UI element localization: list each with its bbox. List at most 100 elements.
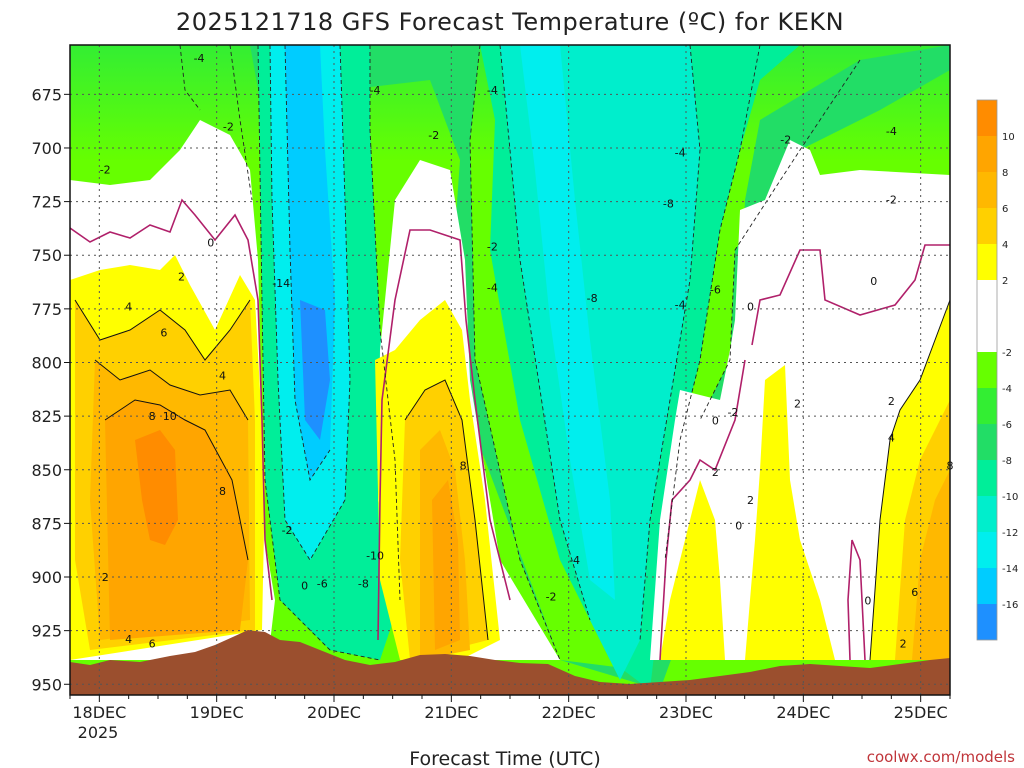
colorbar-band [977,208,997,244]
colorbar-band [977,496,997,532]
y-axis: 675 700 725 750 775 800 825 850 875 900 925 950 [31,85,70,694]
x-tick-label: 19DEC [190,703,244,722]
contour-label: -4 [675,299,686,312]
contour-label: 4 [888,432,895,445]
cold-contour-2 [269,45,346,561]
x-tick-label: 25DEC [894,703,948,722]
warm-contour-left-c [104,399,249,561]
contour-label: -2 [727,406,738,419]
colorbar-tick-label: 8 [1002,168,1008,179]
x-tick-label: 21DEC [424,703,478,722]
contour-label: 8 [149,410,156,423]
warm-region-right-6 [912,470,950,660]
warm-contour-mid [404,379,489,641]
colorbar-tick-label: -12 [1002,528,1018,539]
warm-contour-left-b [94,359,249,421]
warm-region-left-10 [135,430,178,545]
colorbar-band [977,352,997,388]
contour-label: -2 [886,193,897,206]
cold-contour-9 [664,45,761,561]
y-tick-label: 775 [31,300,62,319]
colorbar-tick-label: -10 [1002,492,1018,503]
contour-label: -14 [272,277,290,290]
x-axis: 18DEC 19DEC 20DEC 21DEC 22DEC 23DEC 24DEC 25DEC [69,695,951,722]
x-tick-label: 18DEC [72,703,126,722]
cold-contour-12 [179,45,201,111]
colorbar-band [977,568,997,604]
x-tick-label: 20DEC [307,703,361,722]
contour-label: -6 [317,577,328,590]
colorbar-tick-label: -16 [1002,600,1018,611]
cold-contour-1 [257,45,381,661]
colorbar-frame [976,99,998,641]
colorbar-tick-label: 10 [1002,132,1015,143]
zero-contour-right-3 [847,539,866,661]
warm-region-right-1 [660,480,725,660]
zero-contour-right-2 [751,244,950,346]
contour-label: 0 [207,236,214,249]
contour-label: -8 [587,292,598,305]
contour-label: -6 [710,284,721,297]
contour-label: -4 [487,281,498,294]
contour-labels: -4-4 -4-2-2-2-2-4-4-8 -202-2-14 -4-8 -4-6004… [100,52,954,651]
colorbar-tick-label: -2 [1002,348,1012,359]
contour-label: 6 [149,638,156,651]
contour-label: -2 [546,590,557,603]
zero-contour-left [70,198,273,601]
contour-label: -4 [487,84,498,97]
contour-label: -4 [675,146,686,159]
contour-label: 0 [870,275,877,288]
colorbar-band [977,388,997,424]
contour-label: 6 [160,326,167,339]
contour-label: -2 [223,121,234,134]
contour-label: 2 [102,571,109,584]
contour-label: 2 [747,494,754,507]
band-minus6 [250,45,950,690]
y-tick-label: 675 [31,85,62,104]
zero-contour-mid [377,229,511,641]
y-tick-label: 700 [31,139,62,158]
warm-contour-right [869,299,950,661]
colorbar-tick-label: -14 [1002,564,1018,575]
contour-label: -10 [366,550,384,563]
cold-contour-8 [639,45,701,641]
y-tick-label: 900 [31,568,62,587]
colorbar-band [977,532,997,568]
colorbar-tick-label: -8 [1002,456,1012,467]
x-tick-label: 24DEC [776,703,830,722]
band-minus12 [520,45,615,600]
contour-label: 2 [794,397,801,410]
contour-label: -8 [358,577,369,590]
colorbar-band [977,604,997,640]
y-tick-label: 875 [31,514,62,533]
chart-title: 2025121718 GFS Forecast Temperature (ºC)… [176,8,844,36]
contour-label: -2 [487,241,498,254]
contour-label: -2 [100,163,111,176]
x-tick-label: 22DEC [542,703,596,722]
contour-label: 6 [911,586,918,599]
y-tick-label: 925 [31,622,62,641]
grid [70,45,950,695]
contour-label: 4 [125,301,132,314]
contour-label: 0 [735,520,742,533]
contour-label: 0 [712,414,719,427]
colorbar-band [977,424,997,460]
x-axis-label: Forecast Time (UTC) [409,748,600,768]
cold-column-minus16 [300,300,330,440]
contour-label: 8 [219,485,226,498]
y-tick-label: 850 [31,461,62,480]
warm-contour-left-a [74,299,251,361]
y-tick-label: 825 [31,407,62,426]
contour-label: 4 [219,369,226,382]
cold-contour-10 [699,59,861,421]
colorbar-band [977,460,997,496]
colorbar-tick-label: 4 [1002,240,1008,251]
cold-contour-6 [469,45,561,661]
warm-region-right-2 [745,365,835,660]
x-year-label: 2025 [78,723,119,742]
warm-region-mid-8 [432,480,460,650]
y-tick-label: 750 [31,246,62,265]
contour-label: 0 [301,580,308,593]
contour-label: 2 [178,271,185,284]
